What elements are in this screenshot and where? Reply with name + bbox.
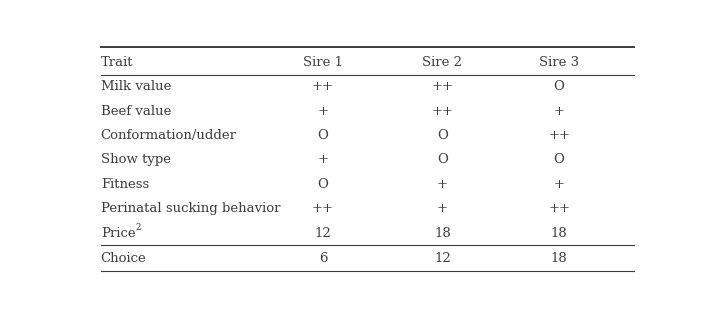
- Text: Fitness: Fitness: [100, 178, 149, 191]
- Text: +: +: [437, 178, 448, 191]
- Text: Conformation/udder: Conformation/udder: [100, 129, 237, 142]
- Text: ++: ++: [312, 202, 334, 215]
- Text: Perinatal sucking behavior: Perinatal sucking behavior: [100, 202, 280, 215]
- Text: ++: ++: [549, 129, 570, 142]
- Text: Sire 3: Sire 3: [539, 56, 579, 69]
- Text: +: +: [554, 105, 565, 118]
- Text: ++: ++: [549, 202, 570, 215]
- Text: Milk value: Milk value: [100, 80, 171, 93]
- Text: +: +: [437, 202, 448, 215]
- Text: Trait: Trait: [100, 56, 133, 69]
- Text: +: +: [554, 178, 565, 191]
- Text: ++: ++: [312, 80, 334, 93]
- Text: 12: 12: [315, 227, 331, 240]
- Text: 18: 18: [551, 227, 568, 240]
- Text: O: O: [318, 178, 328, 191]
- Text: O: O: [318, 129, 328, 142]
- Text: Sire 1: Sire 1: [303, 56, 343, 69]
- Text: Price: Price: [100, 227, 136, 240]
- Text: +: +: [318, 105, 328, 118]
- Text: ++: ++: [432, 105, 453, 118]
- Text: +: +: [318, 154, 328, 167]
- Text: Show type: Show type: [100, 154, 171, 167]
- Text: 18: 18: [434, 227, 451, 240]
- Text: O: O: [554, 154, 564, 167]
- Text: 18: 18: [551, 251, 568, 265]
- Text: 12: 12: [434, 251, 451, 265]
- Text: 6: 6: [319, 251, 327, 265]
- Text: O: O: [554, 80, 564, 93]
- Text: O: O: [437, 129, 448, 142]
- Text: Beef value: Beef value: [100, 105, 171, 118]
- Text: O: O: [437, 154, 448, 167]
- Text: 2: 2: [136, 223, 141, 232]
- Text: Choice: Choice: [100, 251, 146, 265]
- Text: ++: ++: [432, 80, 453, 93]
- Text: Sire 2: Sire 2: [422, 56, 462, 69]
